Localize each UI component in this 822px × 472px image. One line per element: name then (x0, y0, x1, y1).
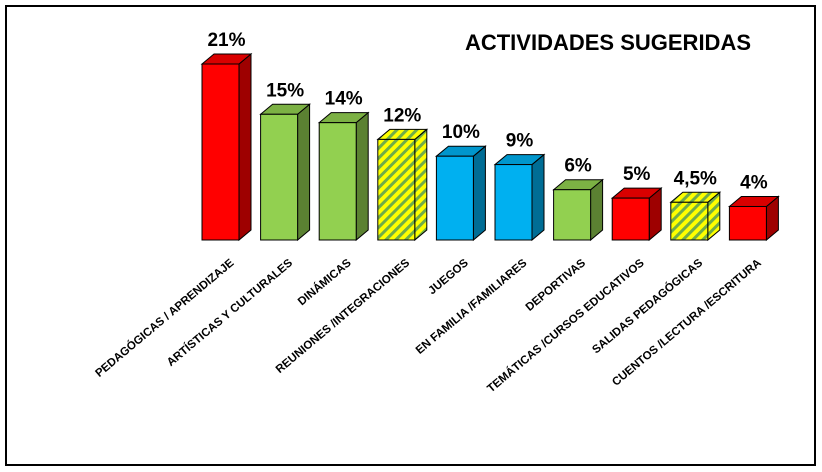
bar (435, 145, 487, 242)
bar-front (435, 155, 474, 241)
bar-front (377, 138, 416, 241)
bar-side (297, 103, 311, 242)
value-label: 15% (266, 80, 304, 101)
bar-front (611, 197, 650, 241)
bar (493, 153, 546, 242)
bar (728, 195, 780, 242)
bar-front (201, 63, 240, 241)
value-label: 14% (325, 89, 363, 110)
bar-front (494, 164, 533, 241)
value-label: 21% (207, 30, 245, 51)
value-label: 12% (383, 105, 421, 126)
value-label: 9% (506, 131, 534, 152)
bar (552, 178, 604, 242)
bar-front (670, 201, 709, 241)
bar (259, 103, 311, 242)
bar-side (531, 153, 545, 242)
value-label: 10% (442, 122, 480, 143)
bar-front (728, 205, 767, 241)
bar-side (472, 145, 486, 242)
bar-front (553, 189, 592, 241)
bar (317, 111, 370, 242)
bar (610, 187, 663, 242)
chart-title: ACTIVIDADES SUGERIDAS (465, 30, 751, 55)
value-label: 6% (564, 156, 592, 177)
bar-front (318, 122, 357, 241)
bar-side (414, 128, 428, 242)
bar (200, 52, 253, 242)
value-label: 4,5% (674, 168, 717, 189)
value-label: 4% (740, 172, 768, 193)
bar-front (260, 113, 299, 241)
bar-side (238, 52, 252, 242)
value-label: 5% (623, 164, 651, 185)
bar (669, 191, 722, 242)
bar-side (355, 111, 369, 242)
bar (376, 128, 429, 242)
